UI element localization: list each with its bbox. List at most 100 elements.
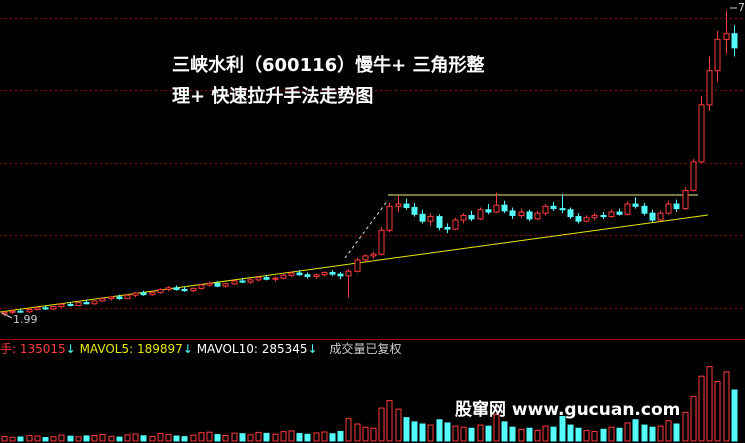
volume-bar <box>509 426 516 442</box>
volume-bar <box>559 416 566 442</box>
volume-bar <box>657 425 664 442</box>
volume-bar <box>67 435 74 442</box>
candle-body <box>509 210 516 216</box>
volume-bar <box>58 434 65 442</box>
volume-bar <box>255 431 262 442</box>
candle-body <box>468 214 475 220</box>
volume-bar <box>460 426 467 442</box>
volume-bar <box>682 411 689 442</box>
candle-body <box>304 274 311 277</box>
volume-bar <box>190 434 197 442</box>
volume-bar <box>247 434 254 442</box>
candle-body <box>263 277 270 280</box>
volume-bar <box>280 431 287 442</box>
volume-bar <box>526 427 533 442</box>
volume-bar <box>690 395 697 442</box>
candle-body <box>608 211 615 218</box>
candle-body <box>526 211 533 220</box>
volume-bar <box>444 422 451 442</box>
volume-bar <box>608 426 615 442</box>
candle-body <box>575 216 582 222</box>
volume-bar <box>583 429 590 442</box>
candle-body <box>477 209 484 220</box>
candle-body <box>42 307 49 310</box>
candle-body <box>395 203 402 207</box>
candle-body <box>91 300 98 305</box>
candle-body <box>682 189 689 210</box>
candle-body <box>255 277 262 281</box>
candle-body <box>624 203 631 215</box>
volume-bar <box>378 407 385 442</box>
candle-body <box>345 270 352 277</box>
candle-body <box>206 282 213 286</box>
candle-body <box>657 212 664 221</box>
candle-body <box>616 211 623 215</box>
candle-body <box>632 203 639 207</box>
candle-body <box>329 271 336 275</box>
volume-bar <box>83 435 90 442</box>
volume-bar <box>419 423 426 442</box>
volume-bar <box>214 434 221 442</box>
candle-body <box>124 294 131 300</box>
candle-body <box>34 307 41 310</box>
candle-body <box>296 272 303 276</box>
volume-bar <box>337 430 344 442</box>
volume-bar <box>304 433 311 442</box>
volume-bar <box>124 434 131 442</box>
candle-body <box>444 226 451 230</box>
volume-header: 手: 135015↓ MAVOL5: 189897↓ MAVOL10: 2853… <box>0 341 401 356</box>
candle-body <box>75 302 82 306</box>
volume-bar <box>468 427 475 442</box>
volume-bar <box>50 436 57 442</box>
low-pointer <box>1 312 13 319</box>
candle-body <box>534 212 541 220</box>
candle-body <box>559 208 566 211</box>
volume-bar <box>600 428 607 442</box>
volume-bar <box>296 433 303 442</box>
volume-bar <box>493 413 500 442</box>
candle-body <box>222 283 229 287</box>
candle-body <box>386 205 393 231</box>
support-trendline <box>0 214 709 313</box>
candle-body <box>460 214 467 221</box>
candle-body <box>665 203 672 214</box>
candle-body <box>411 206 418 215</box>
volume-bar <box>665 420 672 442</box>
candle-body <box>280 274 287 279</box>
candle-body <box>673 203 680 210</box>
mavol10: MAVOL10: 285345 <box>197 342 308 356</box>
candle-body <box>58 303 65 308</box>
volume-bar <box>288 430 295 442</box>
volume-bar <box>550 426 557 442</box>
volume-bar <box>108 435 115 442</box>
volume-bar <box>198 432 205 442</box>
candle-body <box>362 255 369 261</box>
candle-body <box>288 272 295 276</box>
volume-bar <box>395 408 402 442</box>
candle-body <box>190 287 197 292</box>
candle-body <box>436 216 443 228</box>
candle-body <box>723 33 730 40</box>
volume-bar <box>165 433 172 442</box>
volume-bar <box>485 425 492 442</box>
volume-bar <box>222 434 229 442</box>
volume-bar <box>313 432 320 442</box>
candle-body <box>731 33 738 49</box>
volume-bar <box>26 435 33 442</box>
candle-body <box>501 204 508 212</box>
candle-body <box>567 209 574 218</box>
candle-body <box>181 289 188 292</box>
candle-body <box>116 296 123 300</box>
volume-bar <box>542 425 549 442</box>
candle-body <box>99 298 106 302</box>
volume-bar <box>534 429 541 442</box>
candle-body <box>239 280 246 283</box>
mavol5: MAVOL5: 189897 <box>80 342 183 356</box>
candle-body <box>149 291 156 296</box>
volume-bar <box>575 427 582 442</box>
volume-bar <box>616 427 623 442</box>
candle-body <box>583 217 590 222</box>
volume-bar <box>436 419 443 442</box>
vol-value: 手: 135015 <box>0 342 66 356</box>
